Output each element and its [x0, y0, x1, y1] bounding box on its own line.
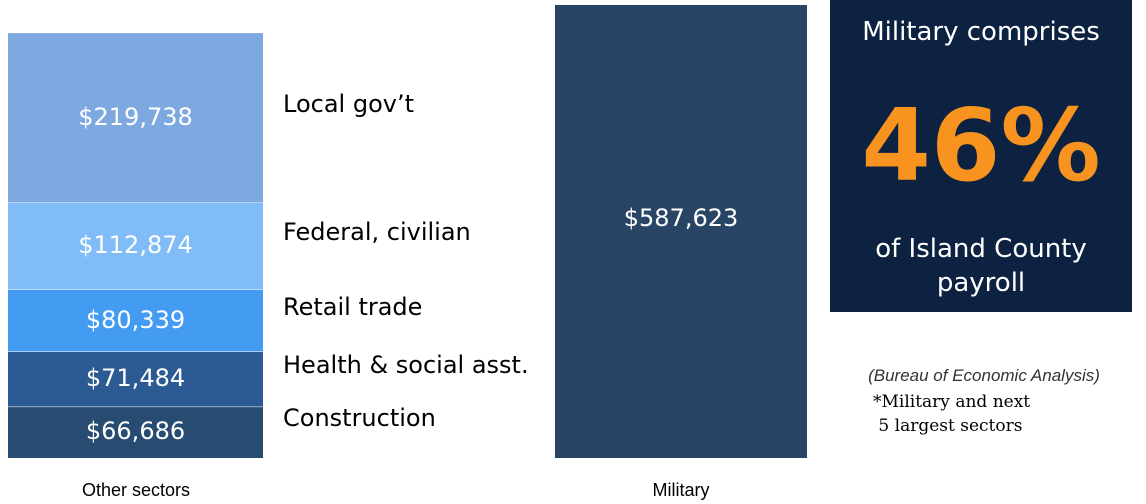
source-note: (Bureau of Economic Analysis)	[868, 366, 1100, 385]
value-label-health-social-asst: $71,484	[85, 364, 186, 393]
category-label-local-gov-t: Local gov’t	[283, 89, 414, 118]
callout-subtext-line2: payroll	[936, 267, 1026, 298]
category-label-retail-trade: Retail trade	[283, 292, 423, 321]
value-label-military: $587,623	[623, 203, 739, 232]
footnote: *Military and next 5 largest sectors	[873, 390, 1030, 438]
x-axis-label-military: Military	[652, 480, 710, 500]
value-label-federal-civilian: $112,874	[78, 231, 193, 260]
category-label-health-social-asst: Health & social asst.	[283, 351, 529, 380]
value-label-local-gov-t: $219,738	[78, 102, 193, 131]
bar-segment-construction	[8, 406, 263, 458]
callout-heading: Military comprises	[862, 17, 1100, 47]
callout-subtext: of Island County payroll	[830, 233, 1132, 301]
x-axis-label-other-sectors: Other sectors	[81, 480, 191, 500]
bar-segment-retail-trade	[8, 289, 263, 352]
callout-percent: 46%	[861, 87, 1101, 204]
bar-segment-federal-civilian	[8, 202, 263, 290]
category-label-federal-civilian: Federal, civilian	[283, 218, 471, 247]
value-label-construction: $66,686	[85, 417, 186, 446]
bar-segment-local-gov-t	[8, 33, 263, 203]
category-label-construction: Construction	[283, 404, 436, 433]
value-label-retail-trade: $80,339	[85, 305, 186, 334]
footnote-line2: 5 largest sectors	[878, 416, 1023, 436]
bar-military	[555, 5, 807, 458]
bar-segment-health-social-asst	[8, 351, 263, 407]
military-share-callout: Military comprises 46% of Island County …	[830, 0, 1132, 312]
callout-subtext-line1: of Island County	[875, 234, 1087, 264]
footnote-line1: *Military and next	[873, 392, 1031, 412]
